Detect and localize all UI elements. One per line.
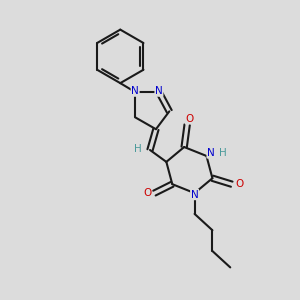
Text: N: N xyxy=(155,86,163,96)
Text: H: H xyxy=(134,143,142,154)
Text: O: O xyxy=(143,188,151,198)
Text: O: O xyxy=(185,114,194,124)
Text: N: N xyxy=(191,190,199,200)
Text: N: N xyxy=(207,148,215,158)
Text: H: H xyxy=(219,148,227,158)
Text: O: O xyxy=(235,179,243,189)
Text: N: N xyxy=(131,86,139,96)
